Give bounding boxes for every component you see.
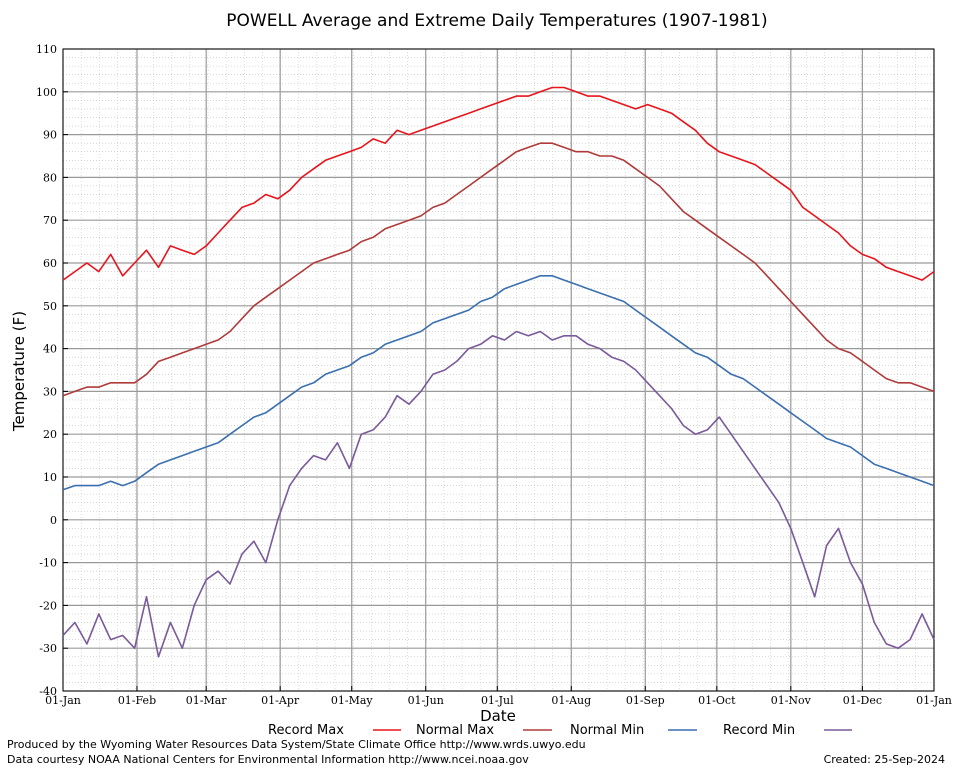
y-tick-label: 50 [43, 300, 57, 313]
legend-label-record-min: Record Min [723, 723, 795, 738]
x-tick-label: 01-Feb [118, 694, 156, 707]
y-tick-label: -10 [39, 557, 57, 570]
x-tick-label: 01-Jan [45, 694, 81, 707]
x-tick-label: 01-Sep [626, 694, 665, 707]
plot-frame [62, 48, 935, 692]
series-lines [62, 86, 935, 658]
y-tick-label: -30 [39, 642, 57, 655]
x-tick-label: 01-Aug [551, 694, 591, 707]
x-tick-label: 01-Mar [186, 694, 228, 707]
y-tick-label: 60 [43, 257, 57, 270]
x-axis-ticks: 01-Jan 01-Feb 01-Mar 01-Apr 01-May 01-Jun 01-J… [45, 686, 952, 707]
legend: Record Max Normal Max Normal Min Record Min [268, 723, 852, 738]
legend-label-normal-max: Normal Max [416, 723, 494, 738]
y-tick-label: 0 [50, 514, 57, 527]
y-tick-label: 10 [43, 471, 57, 484]
legend-label-record-max: Record Max [268, 723, 344, 738]
x-tick-label: 01-May [331, 694, 374, 707]
series-line-record-max [62, 86, 935, 281]
y-tick-label: 90 [43, 129, 57, 142]
footer-produced-by: Produced by the Wyoming Water Resources … [7, 738, 586, 751]
x-axis-label: Date [480, 707, 516, 725]
x-tick-label: 01-Jun [408, 694, 444, 707]
y-tick-label: -40 [39, 685, 57, 698]
x-tick-label: 01-Apr [261, 694, 300, 707]
x-tick-label: 01-Oct [698, 694, 736, 707]
y-axis-label: Temperature (F) [10, 311, 28, 432]
y-tick-label: 20 [43, 428, 57, 441]
x-tick-label: 01-Jan [916, 694, 952, 707]
series-line-record-min [62, 330, 935, 658]
legend-label-normal-min: Normal Min [570, 723, 644, 738]
series-line-normal-min [62, 274, 935, 491]
grid [62, 48, 935, 692]
y-axis-ticks: -40 -30 -20 -10 0 10 20 30 40 50 60 70 80 90 100 110 [36, 43, 68, 698]
y-tick-label: -20 [39, 599, 57, 612]
x-tick-label: 01-Dec [843, 694, 882, 707]
chart-title: POWELL Average and Extreme Daily Tempera… [226, 11, 767, 31]
footer-courtesy: Data courtesy NOAA National Centers for … [7, 753, 529, 766]
y-tick-label: 40 [43, 343, 57, 356]
x-tick-label: 01-Nov [771, 694, 812, 707]
series-line-normal-max [62, 142, 935, 397]
y-tick-label: 100 [36, 86, 57, 99]
y-tick-label: 110 [36, 43, 57, 56]
y-tick-label: 70 [43, 214, 57, 227]
x-tick-label: 01-Jul [481, 694, 514, 707]
y-tick-label: 80 [43, 171, 57, 184]
footer-created: Created: 25-Sep-2024 [824, 753, 945, 766]
y-tick-label: 30 [43, 385, 57, 398]
